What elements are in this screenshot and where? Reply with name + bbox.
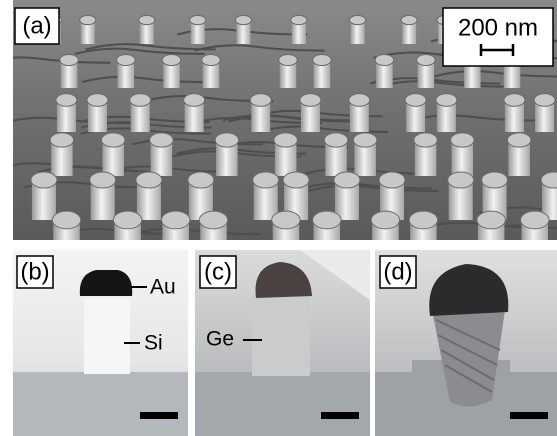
nanowire [375,55,394,66]
nanowire [190,15,206,24]
nanowire [521,211,550,229]
scale-bar [510,412,548,419]
substrate [13,372,188,436]
nanowire [477,211,506,229]
nanowire [117,55,136,66]
nanowire [313,211,342,229]
scale-bar [140,412,178,419]
nanowire [56,94,77,107]
nanowire [448,172,474,188]
annotation: Au [150,276,176,299]
nanowire [136,172,162,188]
panel-b: (b) Au Si [13,250,188,436]
nanowire [113,211,142,229]
nanowire [300,94,321,107]
nanowire [409,211,438,229]
nanowire [272,211,301,229]
si-pillar [84,298,130,374]
nanowire [87,94,108,107]
nanowire [436,94,457,107]
nanowire [162,55,181,66]
nanowire [414,133,438,147]
nanowire [417,55,436,66]
nanowire [274,133,298,147]
nanowire [253,172,279,188]
panel-label: (d) [383,258,412,285]
annotation: Si [144,332,163,355]
nanowire [507,133,531,147]
nanowire [371,211,400,229]
nanowire [324,133,348,147]
nanowire [50,133,73,147]
nanowire [349,94,370,107]
nanowire [379,172,405,188]
nanowire [313,55,332,66]
nanowire [334,172,360,188]
nanowire [202,55,221,66]
ge-pillar [252,296,310,376]
nanowire [353,133,377,147]
nanowire [405,94,426,107]
au-cap [80,270,132,296]
nanowire [534,94,555,107]
nanowire [130,94,151,107]
scale-bar [321,412,359,419]
panel-a: (a) 200 nm [0,0,557,264]
nanowire [80,15,96,24]
nanowire [504,94,525,107]
nanowire [401,15,417,24]
nanowire [199,211,228,229]
panel-label: (a) [22,12,51,39]
nanowire [283,172,309,188]
nanowire [139,15,155,24]
nanowire [150,133,174,147]
nanowire [215,133,239,147]
scale-label: 200 nm [458,14,538,41]
annotation: Ge [206,328,234,351]
panel-label: (c) [204,258,232,285]
panel-d: (d) [375,250,557,436]
nanowire [31,172,57,188]
nanowire [482,172,508,188]
nanowire [60,55,79,66]
nanowire [350,15,366,24]
nanowire [291,15,307,24]
nanowire [52,211,81,229]
nanowire [101,133,125,147]
nanowire [250,94,271,107]
nanowire [90,172,116,188]
panel-label: (b) [20,258,49,285]
nanowire [235,15,251,24]
substrate [195,372,370,436]
panel-c: (c) Ge [195,250,370,436]
nanowire [188,172,214,188]
nanowire [161,211,190,229]
figure: (a) 200 nm (b) Au Si (c) Ge [0,0,557,436]
nanowire [184,94,205,107]
nanowire [279,55,298,66]
nanowire [451,133,475,147]
